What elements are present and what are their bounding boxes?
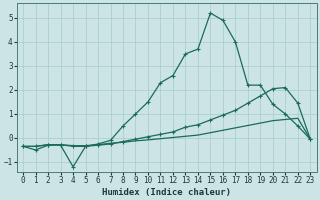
X-axis label: Humidex (Indice chaleur): Humidex (Indice chaleur) [102, 188, 231, 197]
